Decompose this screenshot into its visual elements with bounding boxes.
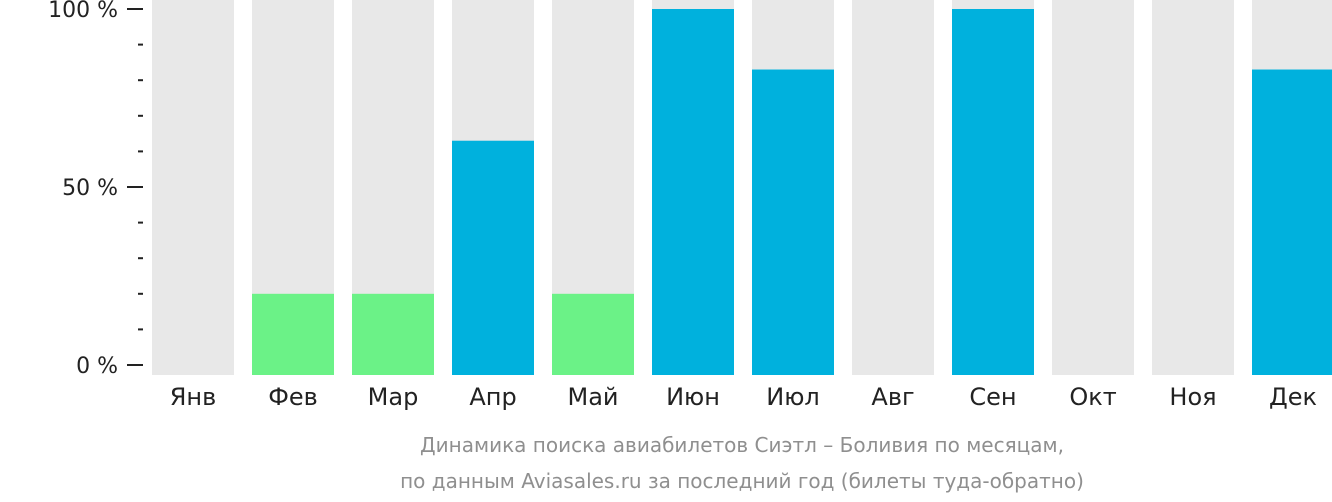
x-tick-label: Ноя xyxy=(1169,383,1216,411)
x-tick-label: Янв xyxy=(170,383,217,411)
bar xyxy=(452,140,534,375)
bar xyxy=(252,293,334,375)
x-tick-label: Май xyxy=(567,383,618,411)
x-tick-label: Фев xyxy=(268,383,318,411)
y-tick-label: 100 % xyxy=(48,0,118,23)
y-tick-label: 50 % xyxy=(62,176,118,201)
bar xyxy=(352,293,434,375)
bar-track xyxy=(852,0,934,375)
bar xyxy=(652,9,734,375)
x-tick-label: Окт xyxy=(1069,383,1116,411)
bar-track xyxy=(1052,0,1134,375)
x-tick-label: Июн xyxy=(666,383,720,411)
chart-caption-line-2: по данным Aviasales.ru за последний год … xyxy=(400,469,1084,493)
y-tick-label: 0 % xyxy=(76,354,118,379)
x-tick-label: Авг xyxy=(871,383,914,411)
x-axis-labels: Янв Фев Мар Апр Май Июн Июл Авг Сен Окт Ноя Дек xyxy=(170,383,1317,411)
bar xyxy=(752,69,834,376)
x-tick-label: Апр xyxy=(469,383,516,411)
y-axis: 100 % 50 % 0 % xyxy=(48,0,143,379)
bar xyxy=(552,293,634,375)
bars-group xyxy=(152,0,1332,376)
x-tick-label: Дек xyxy=(1269,383,1317,411)
chart-caption-line-1: Динамика поиска авиабилетов Сиэтл – Боли… xyxy=(420,433,1064,457)
bar xyxy=(952,9,1034,375)
bar xyxy=(1252,69,1332,376)
x-tick-label: Июл xyxy=(766,383,820,411)
x-tick-label: Мар xyxy=(368,383,419,411)
x-tick-label: Сен xyxy=(969,383,1016,411)
bar-track xyxy=(1152,0,1234,375)
bar-track xyxy=(152,0,234,375)
